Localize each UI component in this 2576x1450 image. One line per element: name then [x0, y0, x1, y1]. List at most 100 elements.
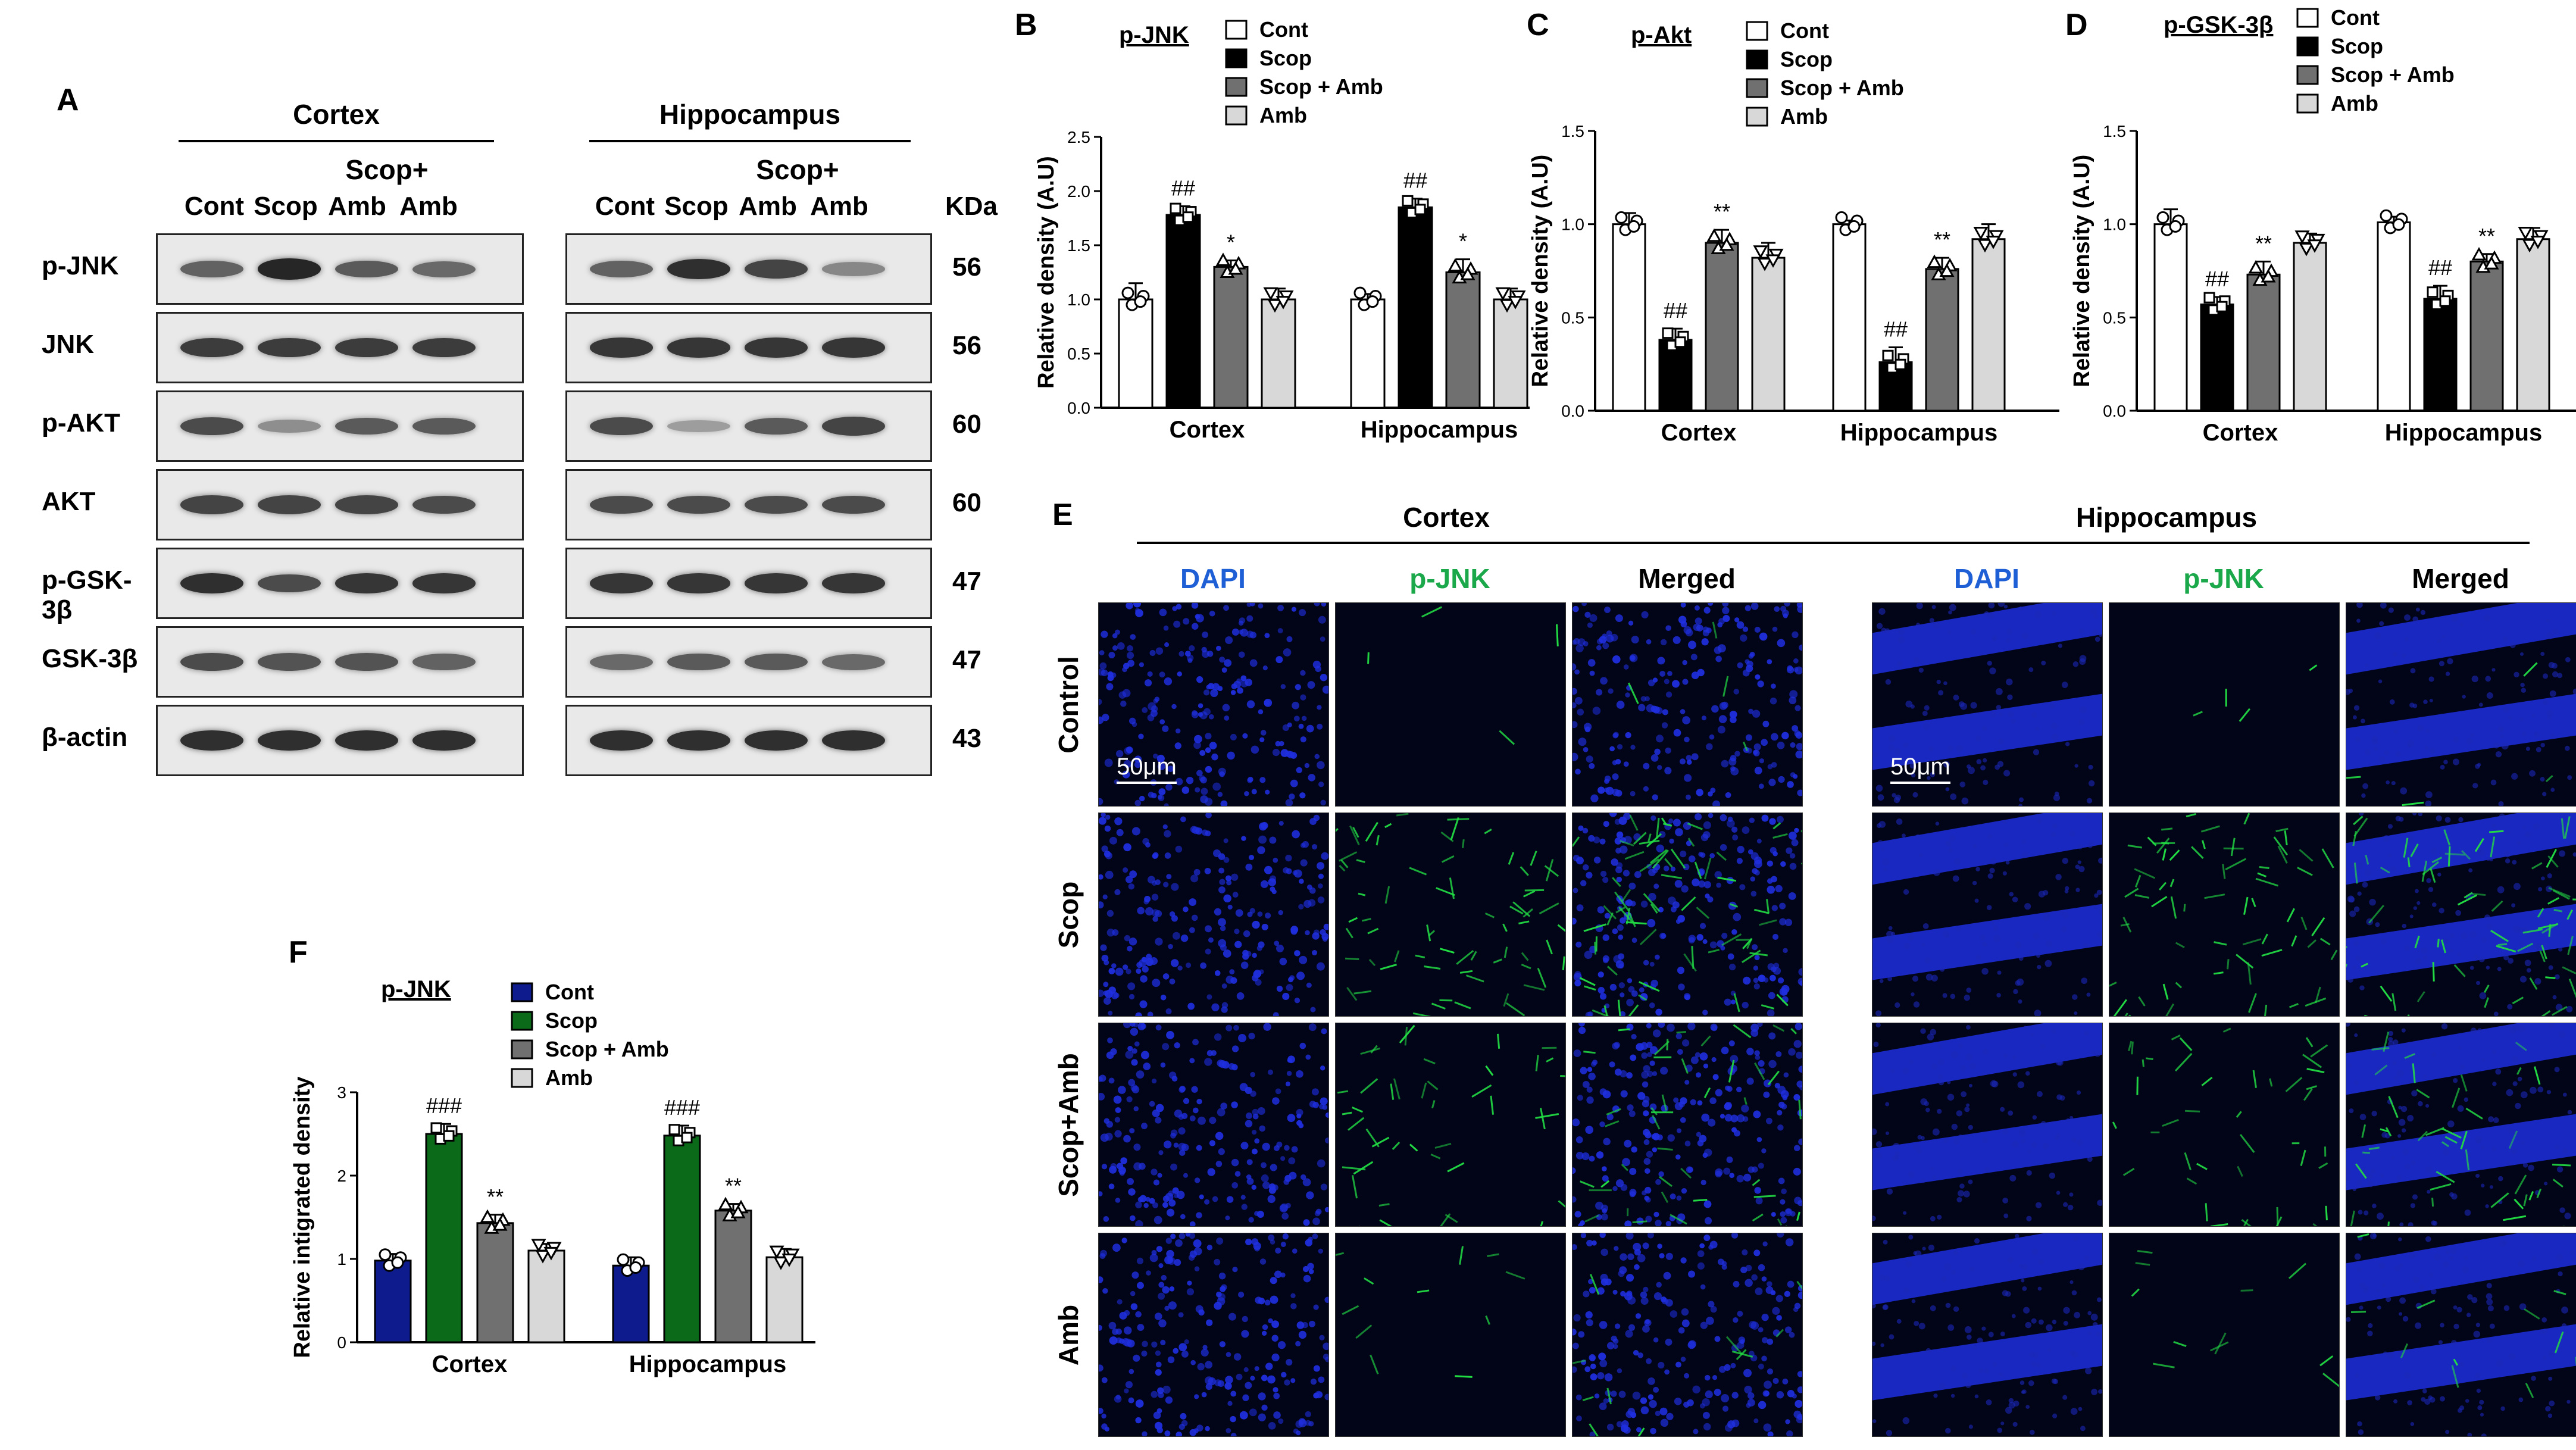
blot-band — [667, 338, 730, 358]
dapi-nucleus — [1797, 1386, 1802, 1393]
dapi-nucleus — [2437, 639, 2441, 643]
pjnk-signal — [2416, 991, 2425, 1002]
dapi-nucleus — [1905, 700, 1913, 708]
dapi-nucleus — [1309, 1101, 1317, 1108]
dapi-nucleus — [1232, 1267, 1238, 1273]
significance-label: * — [1459, 229, 1467, 254]
dapi-nucleus — [1603, 821, 1609, 827]
dapi-nucleus — [1872, 752, 1878, 758]
dapi-nucleus — [1158, 1150, 1164, 1155]
dapi-nucleus — [1795, 1399, 1802, 1408]
pjnk-signal — [2152, 1362, 2175, 1368]
dapi-nucleus — [1628, 986, 1635, 993]
dapi-nucleus — [2404, 1372, 2411, 1379]
dapi-nucleus — [1162, 1385, 1171, 1394]
dapi-nucleus — [1139, 1000, 1148, 1008]
pjnk-signal — [2353, 817, 2368, 837]
dapi-nucleus — [1225, 875, 1231, 882]
dapi-nucleus — [1270, 1295, 1278, 1304]
pjnk-signal — [1431, 1100, 1436, 1109]
dapi-nucleus — [1769, 974, 1776, 982]
dapi-nucleus — [1191, 914, 1198, 921]
dapi-nucleus — [1177, 671, 1182, 677]
pjnk-signal — [2514, 1198, 2524, 1210]
dapi-nucleus — [1212, 782, 1221, 791]
dapi-nucleus — [2409, 702, 2415, 708]
dapi-nucleus — [1748, 708, 1753, 714]
bar — [1658, 339, 1693, 412]
dapi-nucleus — [1163, 625, 1169, 631]
dapi-nucleus — [1986, 1399, 1992, 1405]
dapi-nucleus — [1164, 852, 1171, 859]
y-tick-label: 0.0 — [1561, 402, 1584, 420]
dapi-nucleus — [1793, 1094, 1800, 1101]
dapi-nucleus — [1614, 837, 1622, 845]
dapi-nucleus — [2543, 699, 2549, 705]
dapi-nucleus — [1308, 1236, 1313, 1242]
dapi-nucleus — [1604, 779, 1609, 784]
dapi-nucleus — [1892, 1155, 1899, 1161]
pjnk-signal — [1409, 867, 1427, 876]
dapi-nucleus — [1872, 1215, 1876, 1221]
dapi-nucleus — [2492, 1082, 2497, 1086]
dapi-nucleus — [1223, 838, 1228, 843]
dapi-nucleus — [1784, 1290, 1791, 1298]
dapi-nucleus — [1785, 1419, 1790, 1424]
dapi-nucleus — [1767, 659, 1772, 665]
dapi-nucleus — [1598, 971, 1604, 978]
dapi-nucleus — [1942, 930, 1949, 938]
pjnk-signal — [2553, 1290, 2566, 1295]
dapi-nucleus — [1242, 1315, 1248, 1323]
significance-label: ### — [426, 1093, 462, 1118]
dapi-nucleus — [1777, 977, 1784, 984]
dapi-nucleus — [1759, 758, 1765, 764]
significance-label: ** — [1934, 227, 1950, 252]
dapi-nucleus — [2407, 1400, 2412, 1405]
dapi-nucleus — [1225, 636, 1233, 644]
dapi-nucleus — [1757, 680, 1764, 688]
dapi-nucleus — [1575, 1136, 1583, 1143]
dapi-nucleus — [1240, 961, 1249, 969]
dapi-nucleus — [1778, 1177, 1785, 1185]
micrograph-image — [1573, 813, 1802, 1016]
dapi-nucleus — [1597, 906, 1605, 914]
dapi-nucleus — [2364, 1210, 2369, 1215]
pjnk-signal — [1742, 949, 1761, 964]
chart-title: p-GSK-3β — [2164, 12, 2273, 38]
dapi-nucleus — [1236, 678, 1242, 684]
dapi-nucleus — [1787, 665, 1793, 671]
pjnk-signal — [2174, 1052, 2193, 1072]
pjnk-signal — [2135, 1262, 2150, 1266]
dapi-nucleus — [1241, 836, 1246, 841]
pjnk-signal — [1681, 1058, 1689, 1074]
dapi-nucleus — [1649, 1060, 1655, 1066]
blot-band — [590, 730, 653, 751]
dapi-nucleus — [1148, 702, 1156, 711]
legend-swatch — [1225, 20, 1248, 40]
dapi-nucleus — [1733, 1280, 1740, 1288]
dapi-nucleus — [1628, 882, 1636, 890]
dapi-nucleus — [1247, 777, 1253, 783]
dapi-nucleus — [1903, 1287, 1910, 1293]
dapi-nucleus — [1277, 1341, 1286, 1349]
dapi-nucleus — [2038, 1259, 2044, 1265]
dapi-nucleus — [1714, 646, 1722, 654]
dapi-nucleus — [1129, 870, 1137, 879]
dapi-nucleus — [1214, 970, 1221, 976]
dapi-nucleus — [1659, 1407, 1668, 1415]
dapi-nucleus — [1104, 1426, 1109, 1432]
dapi-nucleus — [1653, 1292, 1662, 1301]
pjnk-signal — [2545, 774, 2553, 783]
dapi-nucleus — [1318, 1248, 1324, 1254]
dapi-nucleus — [1753, 749, 1760, 757]
dapi-nucleus — [1754, 626, 1761, 633]
pjnk-signal — [1439, 948, 1455, 954]
dapi-nucleus — [2491, 1049, 2497, 1055]
pjnk-signal — [1573, 1360, 1586, 1364]
dapi-nucleus — [1789, 1332, 1795, 1338]
dapi-cell-layer — [1872, 1023, 2102, 1095]
pjnk-signal — [1790, 1027, 1797, 1035]
dapi-nucleus — [1755, 674, 1761, 680]
dapi-nucleus — [1756, 839, 1762, 844]
